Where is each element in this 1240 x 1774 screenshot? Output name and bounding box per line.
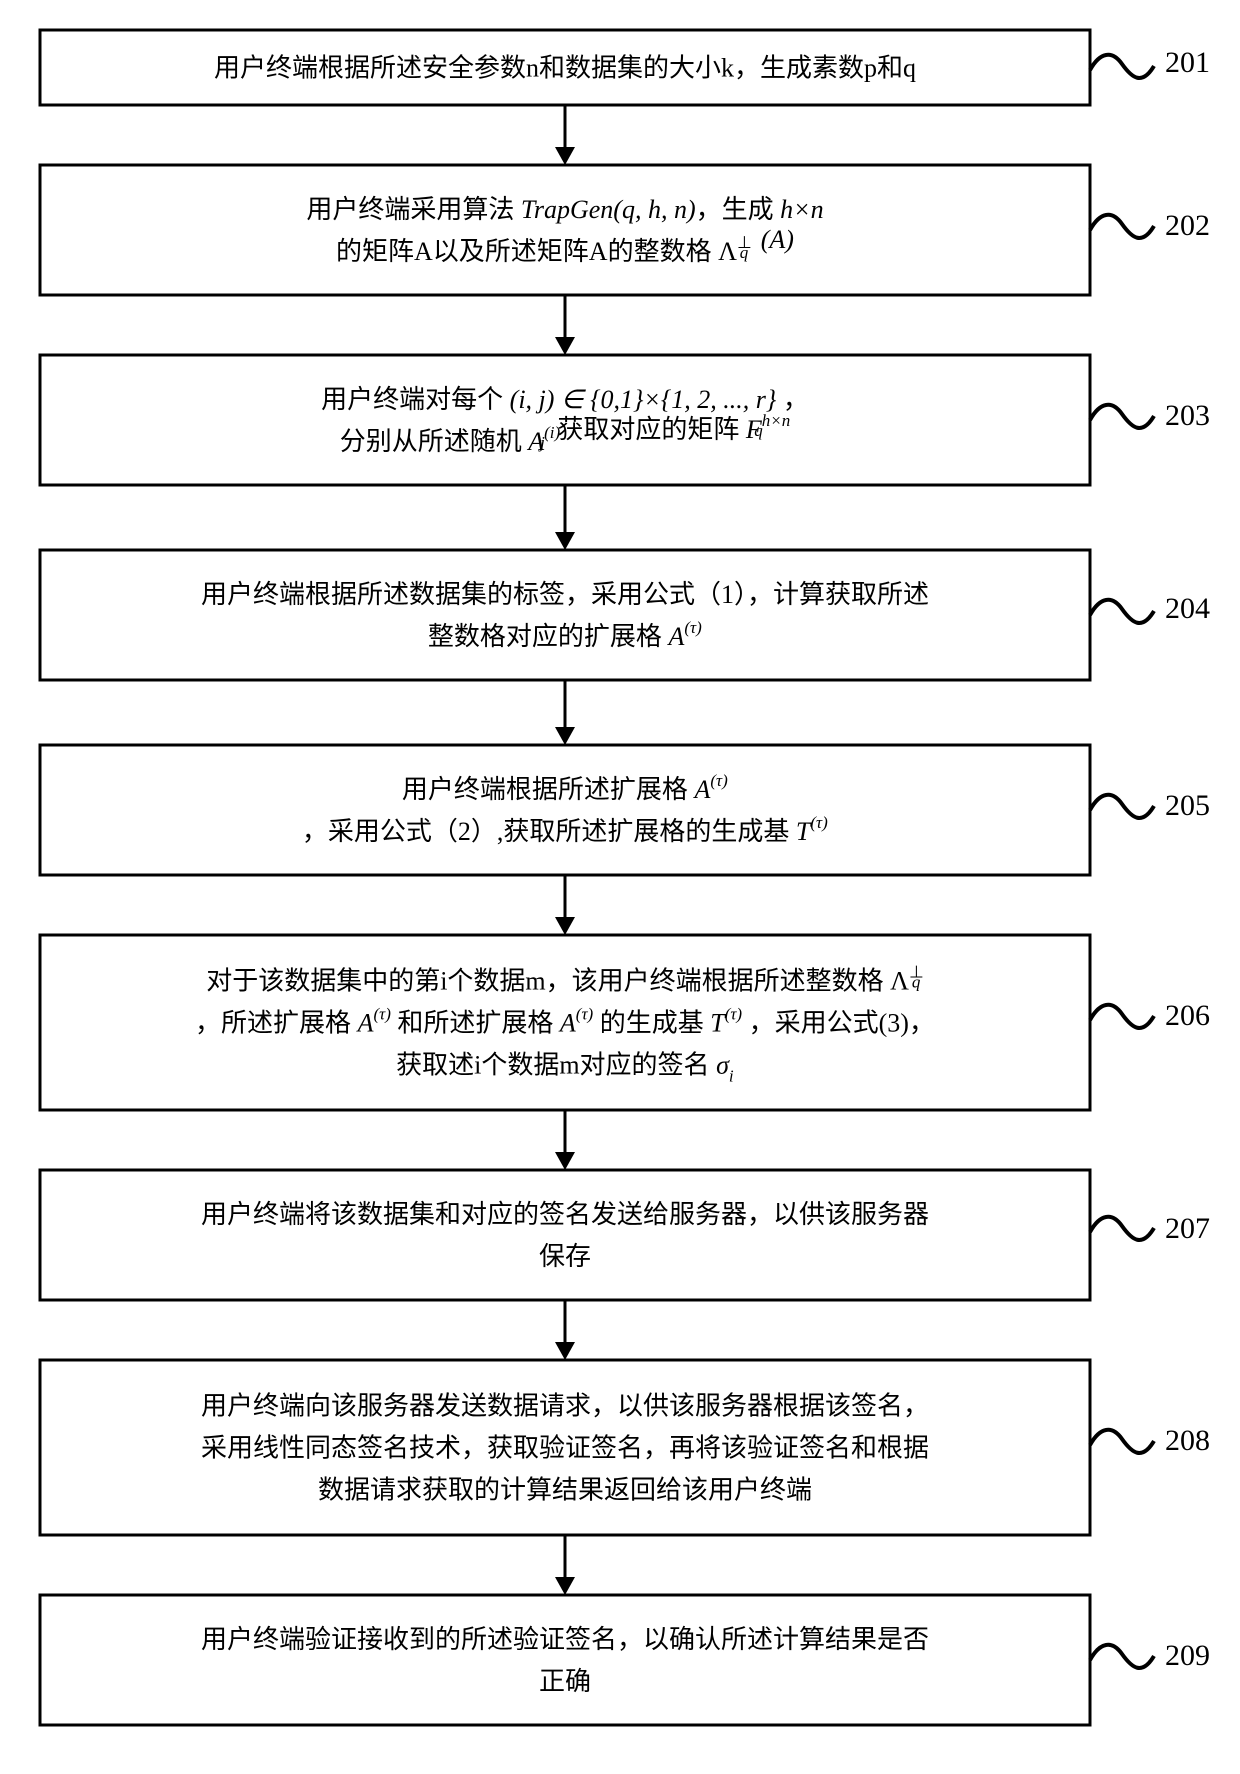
step-text-line: 用户终端采用算法 TrapGen(q, h, n)，生成 h×n [306,195,823,224]
step-text-line: 用户终端向该服务器发送数据请求，以供该服务器根据该签名， [201,1392,929,1421]
step-text-line: 正确 [539,1667,591,1696]
step-text-line: 用户终端将该数据集和对应的签名发送给服务器，以供该服务器 [201,1200,929,1229]
step-text-line: 数据请求获取的计算结果返回给该用户终端 [318,1476,812,1505]
step-text-line: 对于该数据集中的第i个数据m，该用户终端根据所述整数格 Λ⊥q [206,963,924,996]
step-label-204: 204 [1165,592,1210,625]
step-label-201: 201 [1165,46,1210,79]
step-text-line: 保存 [539,1242,591,1271]
step-text-line: 用户终端根据所述扩展格 A(τ) [402,771,728,804]
step-box-202 [40,165,1090,295]
step-label-208: 208 [1165,1424,1210,1457]
step-text-line: 采用线性同态签名技术，获取验证签名，再将该验证签名和根据 [201,1434,929,1463]
step-text-line: ，所述扩展格 A(τ) 和所述扩展格 A(τ) 的生成基 T(τ) ，采用公式(… [195,1005,935,1038]
step-box-204 [40,550,1090,680]
step-text-line: 用户终端根据所述数据集的标签，采用公式（1），计算获取所述 [201,580,929,609]
step-text-line: 用户终端验证接收到的所述验证签名，以确认所述计算结果是否 [201,1625,929,1654]
flowchart-diagram: 用户终端根据所述安全参数n和数据集的大小k，生成素数p和q 201 用户终端采用算法… [0,0,1240,1774]
step-text-line: 用户终端根据所述安全参数n和数据集的大小k，生成素数p和q [214,54,916,83]
step-label-203: 203 [1165,399,1210,432]
step-label-205: 205 [1165,789,1210,822]
step-label-207: 207 [1165,1212,1210,1245]
step-box-207 [40,1170,1090,1300]
step-text-line: ，采用公式（2）,获取所述扩展格的生成基 T(τ) [302,813,828,846]
step-label-202: 202 [1165,209,1210,242]
step-label-209: 209 [1165,1639,1210,1672]
step-label-206: 206 [1165,999,1210,1032]
step-box-209 [40,1595,1090,1725]
step-text-line: 整数格对应的扩展格 A(τ) [428,618,702,651]
step-text-line: 用户终端对每个 (i, j) ∈ {0,1}×{1, 2, ..., r} ， [321,385,809,414]
step-box-205 [40,745,1090,875]
